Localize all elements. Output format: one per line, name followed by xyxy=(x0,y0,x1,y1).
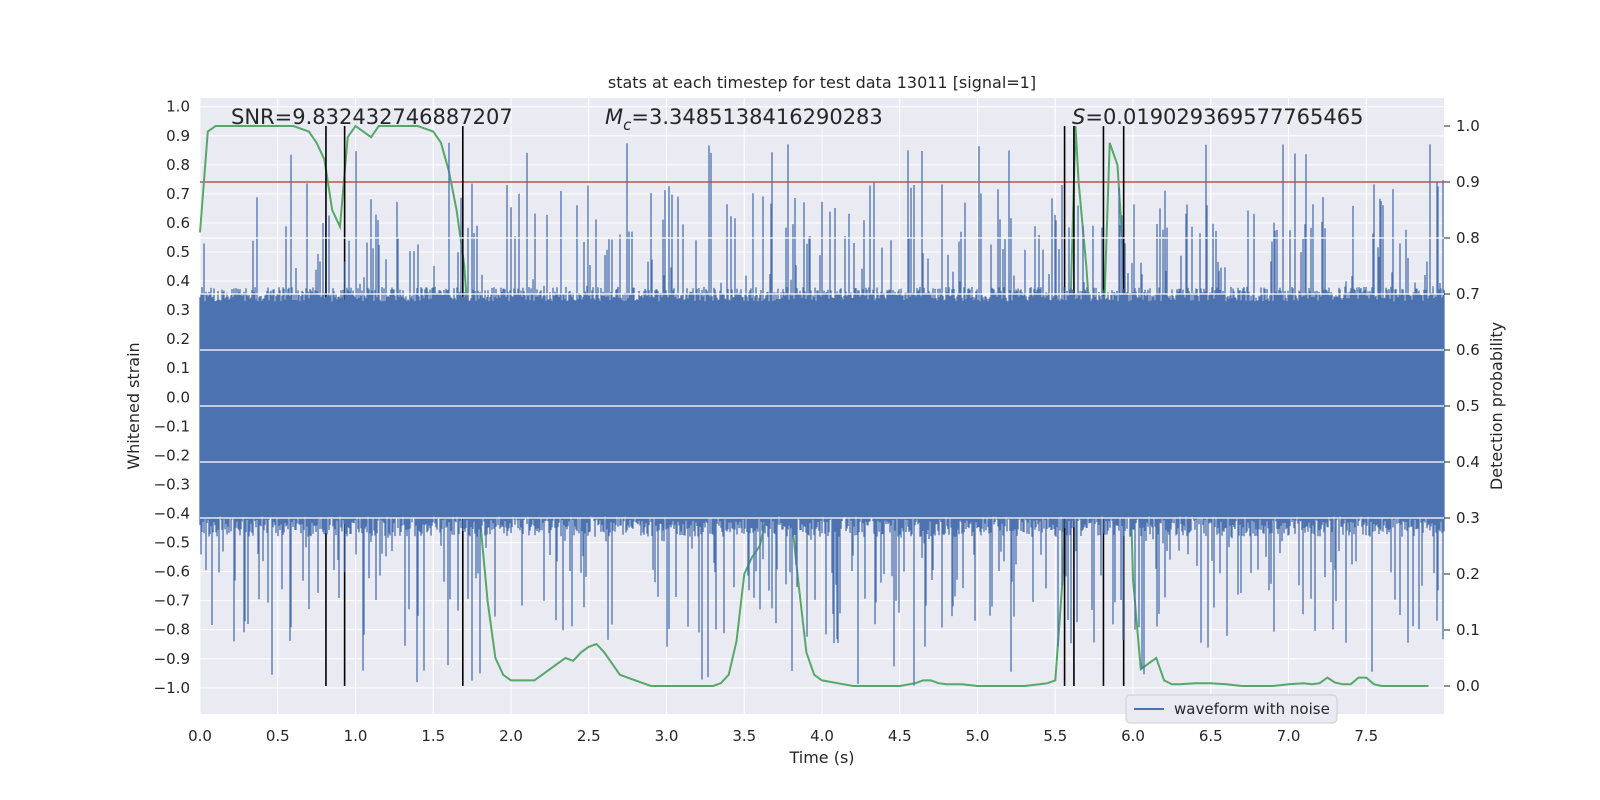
x-tick-label: 3.0 xyxy=(655,727,679,745)
chirp-mass-annotation: Mc=3.3485138416290283 xyxy=(605,105,883,134)
y-tick-label: 0.9 xyxy=(166,127,190,145)
x-tick-label: 4.0 xyxy=(810,727,834,745)
right-tick-label: 0.6 xyxy=(1456,341,1480,359)
right-tick-label: 0.7 xyxy=(1456,285,1480,303)
x-tick-label: 6.0 xyxy=(1121,727,1145,745)
x-tick-label: 0.5 xyxy=(266,727,290,745)
x-tick-label: 5.5 xyxy=(1043,727,1067,745)
right-tick-label: 0.1 xyxy=(1456,621,1480,639)
y-tick-label: −0.6 xyxy=(154,563,190,581)
legend: waveform with noise xyxy=(1125,694,1338,724)
y-tick-label: 0.4 xyxy=(166,272,190,290)
waveform-series xyxy=(199,142,1445,686)
y-tick-label: 0.8 xyxy=(166,156,190,174)
x-axis-label: Time (s) xyxy=(788,748,854,767)
waveform-trace xyxy=(199,142,1445,686)
y-tick-label: −0.5 xyxy=(154,534,190,552)
plot-area xyxy=(199,98,1450,714)
s-value: =0.019029369577765465 xyxy=(1085,105,1363,129)
probability-line xyxy=(199,124,1429,687)
legend-box xyxy=(1125,694,1338,724)
snr-annotation: SNR=9.832432746887207 xyxy=(231,105,513,129)
s-symbol: S xyxy=(1072,105,1085,129)
x-tick-label: 2.0 xyxy=(499,727,523,745)
x-tick-label: 1.5 xyxy=(421,727,445,745)
chirp-mass-subscript: c xyxy=(623,116,632,134)
right-tick-label: 0.9 xyxy=(1456,173,1480,191)
x-tick-label: 2.5 xyxy=(577,727,601,745)
chirp-mass-symbol: M xyxy=(605,105,623,129)
left-axis-ticks: 1.0 0.9 0.8 0.7 0.6 0.5 0.4 0.3 0.2 0.1 0.0 −0.1 −0.… xyxy=(154,98,190,697)
right-tick-label: 0.2 xyxy=(1456,565,1480,583)
y-tick-label: 0.5 xyxy=(166,243,190,261)
y-tick-label: 0.7 xyxy=(166,185,190,203)
x-tick-label: 4.5 xyxy=(888,727,912,745)
y-tick-label: 0.6 xyxy=(166,214,190,232)
right-tick-label: 1.0 xyxy=(1456,117,1480,135)
y-tick-label: −0.2 xyxy=(154,446,190,464)
x-tick-label: 7.5 xyxy=(1354,727,1378,745)
y-tick-label: −0.9 xyxy=(154,650,190,668)
y-tick-label: −0.1 xyxy=(154,417,190,435)
right-axis-label: Detection probability xyxy=(1487,322,1506,490)
x-axis-ticks: 0.0 0.5 1.0 1.5 2.0 2.5 3.0 3.5 4.0 4.5 5.0 5.5 6.0 6… xyxy=(188,727,1378,745)
right-tick-label: 0.4 xyxy=(1456,453,1480,471)
chirp-mass-value: =3.3485138416290283 xyxy=(631,105,882,129)
right-tick-label: 0.3 xyxy=(1456,509,1480,527)
y-tick-label: −0.4 xyxy=(154,505,190,523)
x-tick-label: 5.0 xyxy=(966,727,990,745)
y-tick-label: −1.0 xyxy=(154,679,190,697)
y-tick-label: −0.7 xyxy=(154,592,190,610)
right-tick-label: 0.0 xyxy=(1456,677,1480,695)
y-tick-label: 0.3 xyxy=(166,301,190,319)
probability-group xyxy=(199,124,1429,687)
legend-label: waveform with noise xyxy=(1174,700,1330,718)
right-tick-label: 0.5 xyxy=(1456,397,1480,415)
x-tick-label: 0.0 xyxy=(188,727,212,745)
y-tick-label: −0.8 xyxy=(154,621,190,639)
x-tick-label: 1.0 xyxy=(344,727,368,745)
x-tick-label: 6.5 xyxy=(1199,727,1223,745)
y-tick-label: 0.1 xyxy=(166,359,190,377)
s-annotation: S=0.019029369577765465 xyxy=(1072,105,1363,129)
y-axis-label: Whitened strain xyxy=(124,342,143,469)
right-gridlines xyxy=(200,125,1450,687)
y-tick-label: −0.3 xyxy=(154,475,190,493)
y-tick-label: 1.0 xyxy=(166,98,190,116)
y-tick-label: 0.0 xyxy=(166,388,190,406)
chart-title: stats at each timestep for test data 130… xyxy=(608,73,1036,92)
right-tick-label: 0.8 xyxy=(1456,229,1480,247)
x-tick-label: 3.5 xyxy=(732,727,756,745)
right-axis-ticks: 1.0 0.9 0.8 0.7 0.6 0.5 0.4 0.3 0.2 0.1 0.0 xyxy=(1456,117,1480,695)
x-tick-label: 7.0 xyxy=(1277,727,1301,745)
y-tick-label: 0.2 xyxy=(166,330,190,348)
